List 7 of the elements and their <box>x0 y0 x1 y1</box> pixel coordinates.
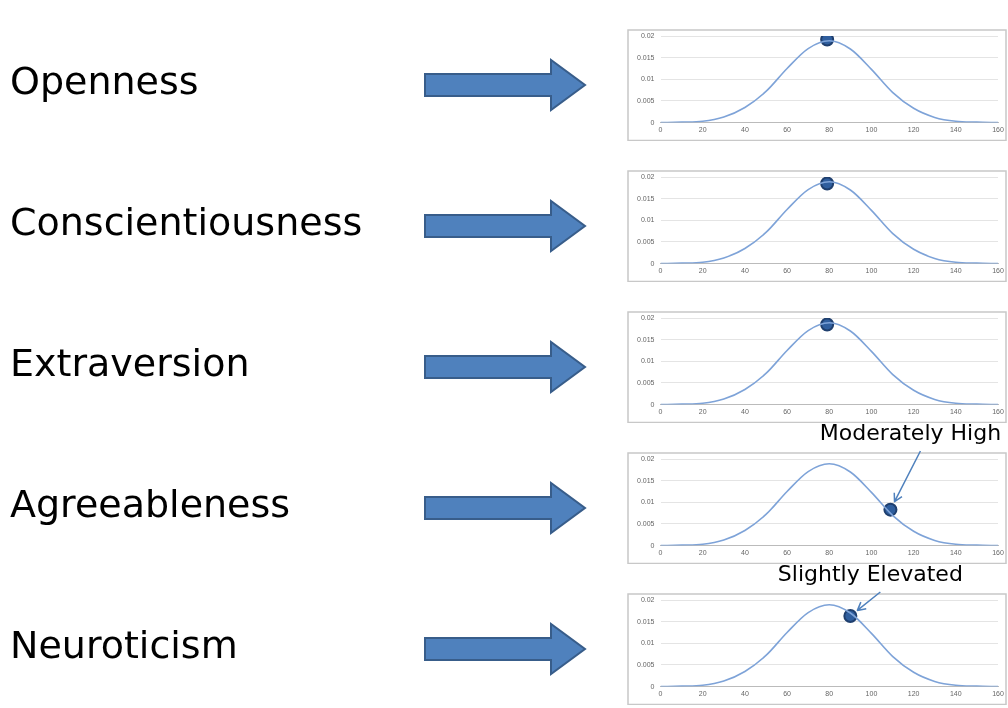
text: Openness <box>10 58 199 103</box>
annotation: Moderately High <box>819 419 1002 445</box>
text: Extraversion <box>10 340 250 385</box>
text: Agreeableness <box>10 481 291 526</box>
text: Conscientiousness <box>10 199 363 244</box>
annotation: Slightly Elevated <box>777 560 963 586</box>
text: Neuroticism <box>10 622 238 667</box>
